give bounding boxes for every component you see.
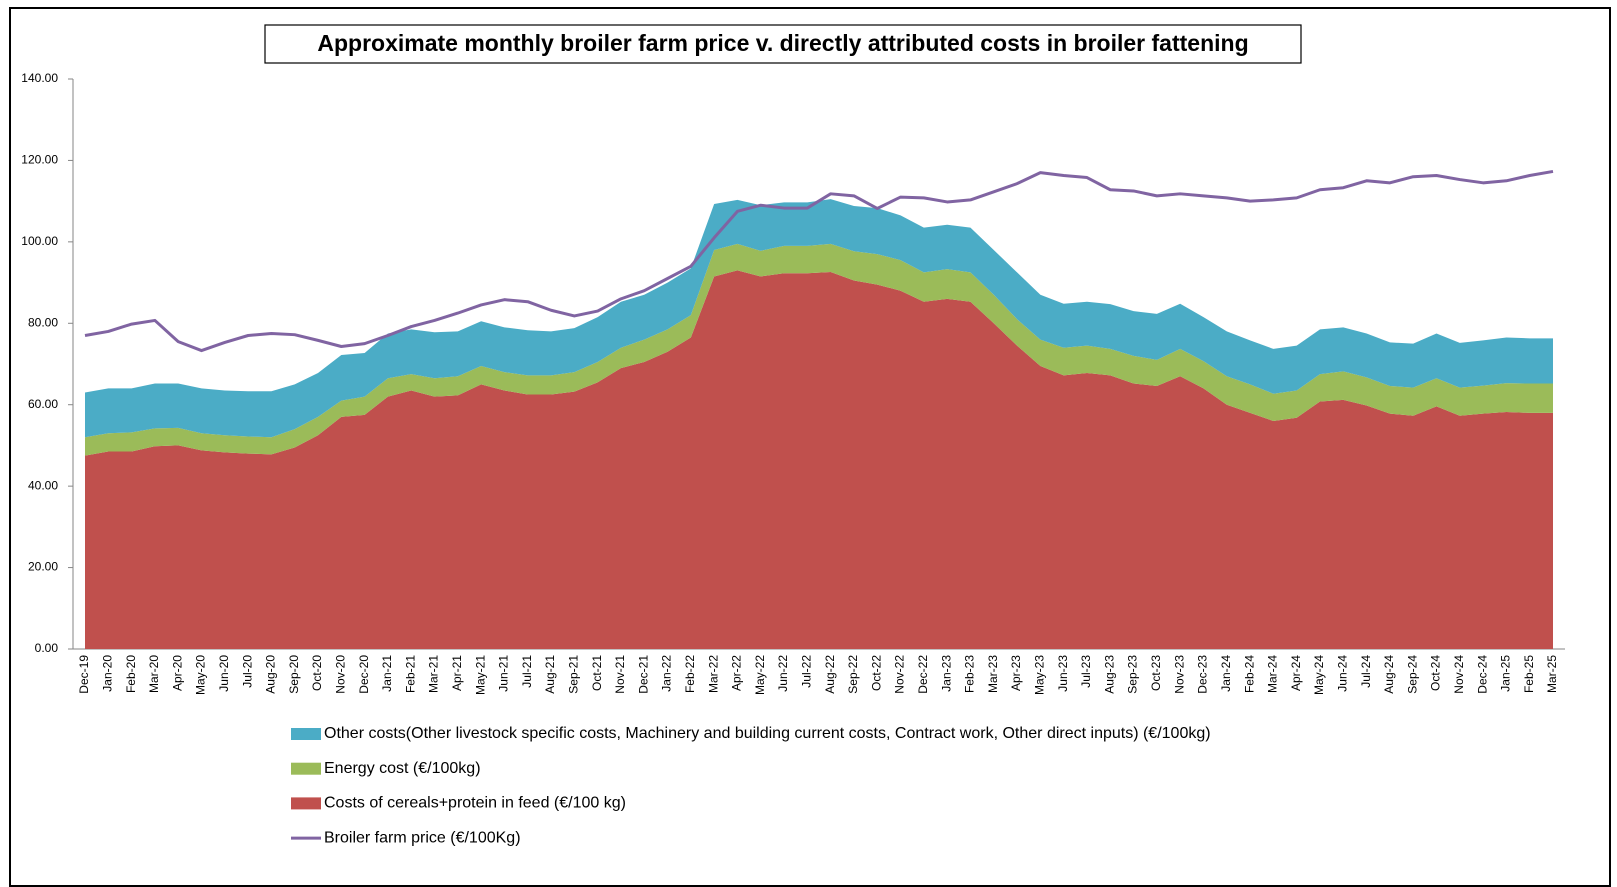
x-tick-label: Oct-20 (310, 655, 324, 691)
x-tick-label: Oct-21 (590, 655, 604, 691)
legend-label: Other costs(Other livestock specific cos… (324, 725, 1211, 742)
x-tick-label: Jun-20 (217, 655, 231, 692)
x-tick-label: May-20 (194, 655, 208, 695)
area (85, 270, 1553, 649)
x-tick-label: Nov-21 (613, 655, 627, 694)
x-tick-label: Mar-22 (706, 655, 720, 693)
legend-label: Energy cost (€/100kg) (324, 760, 481, 777)
x-tick-label: Mar-20 (147, 655, 161, 693)
x-tick-label: Nov-20 (333, 655, 347, 694)
x-tick-label: May-23 (1033, 655, 1047, 695)
x-tick-label: Aug-21 (543, 655, 557, 694)
x-tick-label: Sep-23 (1126, 655, 1140, 694)
x-tick-label: Apr-20 (170, 655, 184, 691)
x-tick-label: Aug-24 (1382, 655, 1396, 694)
x-tick-label: Sep-22 (846, 655, 860, 694)
legend-swatch (291, 797, 321, 810)
x-tick-label: Nov-22 (893, 655, 907, 694)
y-tick-label: 80.00 (28, 315, 58, 329)
y-tick-label: 40.00 (28, 478, 58, 492)
x-tick-label: May-24 (1312, 655, 1326, 695)
x-tick-label: Apr-22 (730, 655, 744, 691)
x-tick-label: Mar-24 (1266, 655, 1280, 693)
x-tick-label: Jan-23 (939, 655, 953, 692)
x-tick-label: Aug-20 (264, 655, 278, 694)
x-tick-label: Nov-23 (1172, 655, 1186, 694)
y-tick-label: 100.00 (21, 234, 58, 248)
legend-label: Costs of cereals+protein in feed (€/100 … (324, 795, 626, 812)
x-tick-label: Feb-21 (403, 655, 417, 693)
legend-swatch (291, 728, 321, 740)
x-tick-label: Jun-22 (776, 655, 790, 692)
x-tick-label: Jun-21 (497, 655, 511, 692)
chart-frame (9, 7, 1611, 887)
y-tick-label: 60.00 (28, 397, 58, 411)
y-tick-label: 20.00 (28, 560, 58, 574)
x-tick-label: Nov-24 (1452, 655, 1466, 694)
x-tick-label: Mar-23 (986, 655, 1000, 693)
x-tick-label: Jul-22 (800, 655, 814, 688)
x-tick-label: Sep-20 (287, 655, 301, 694)
x-tick-label: Jan-24 (1219, 655, 1233, 692)
x-tick-label: Jan-22 (660, 655, 674, 692)
x-tick-label: Jan-20 (100, 655, 114, 692)
legend-label: Broiler farm price (€/100Kg) (324, 829, 521, 846)
x-tick-label: Apr-23 (1009, 655, 1023, 691)
x-tick-label: Jul-23 (1079, 655, 1093, 688)
x-tick-label: Oct-23 (1149, 655, 1163, 691)
x-tick-label: Dec-21 (636, 655, 650, 694)
title-box (264, 24, 1302, 64)
x-tick-label: Feb-22 (683, 655, 697, 693)
x-tick-label: Aug-22 (823, 655, 837, 694)
x-tick-label: Apr-24 (1289, 655, 1303, 691)
x-tick-label: Jul-21 (520, 655, 534, 688)
x-tick-label: Sep-21 (567, 655, 581, 694)
x-tick-label: Jul-24 (1359, 655, 1373, 688)
x-tick-label: Sep-24 (1405, 655, 1419, 694)
x-tick-label: Aug-23 (1102, 655, 1116, 694)
y-tick-label: 120.00 (21, 153, 58, 167)
x-tick-label: Dec-20 (357, 655, 371, 694)
x-tick-label: Dec-24 (1475, 655, 1489, 694)
x-tick-label: Mar-25 (1545, 655, 1559, 693)
x-tick-label: Dec-22 (916, 655, 930, 694)
x-tick-label: Oct-22 (869, 655, 883, 691)
x-tick-label: Jan-21 (380, 655, 394, 692)
x-tick-label: May-22 (753, 655, 767, 695)
y-tick-label: 140.00 (21, 71, 58, 85)
x-tick-label: Jan-25 (1499, 655, 1513, 692)
x-tick-label: Feb-20 (124, 655, 138, 693)
x-tick-label: Oct-24 (1429, 655, 1443, 691)
line (84, 169, 1554, 353)
legend-swatch (291, 762, 321, 775)
x-tick-label: Feb-24 (1242, 655, 1256, 693)
x-tick-label: Dec-19 (77, 655, 91, 694)
x-tick-label: Mar-21 (427, 655, 441, 693)
x-tick-label: Jul-20 (240, 655, 254, 688)
x-tick-label: Jun-23 (1056, 655, 1070, 692)
x-tick-label: Jun-24 (1335, 655, 1349, 692)
x-tick-label: Feb-23 (963, 655, 977, 693)
y-tick-label: 0.00 (35, 641, 59, 655)
x-tick-label: Feb-25 (1522, 655, 1536, 693)
x-tick-label: May-21 (473, 655, 487, 695)
x-tick-label: Dec-23 (1196, 655, 1210, 694)
area (85, 199, 1553, 438)
chart-title: Approximate monthly broiler farm price v… (317, 30, 1248, 56)
x-tick-label: Apr-21 (450, 655, 464, 691)
